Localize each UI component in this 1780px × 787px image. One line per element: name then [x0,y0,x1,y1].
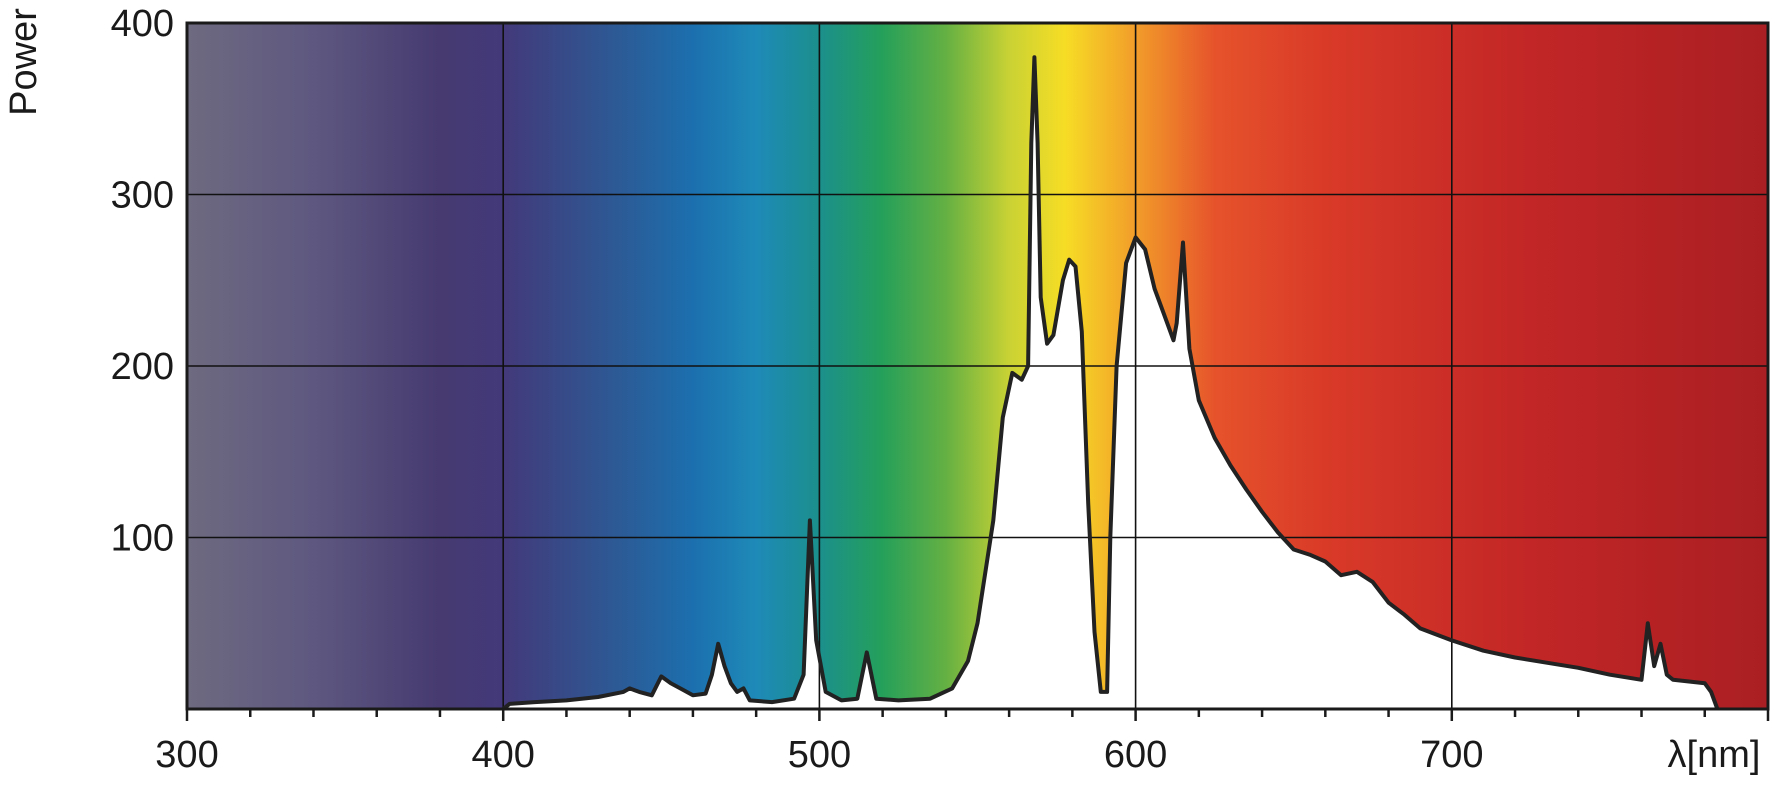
plot-frame [185,21,1770,711]
x-tick-label-500: 500 [788,734,851,776]
y-axis-label: Power [3,8,45,116]
x-tick-label-600: 600 [1104,734,1167,776]
y-tick-label-100: 100 [111,518,174,560]
y-tick-label-300: 300 [111,175,174,217]
grid-lines [187,23,1768,709]
spectral-power-curve [501,55,1720,711]
y-tick-label-200: 200 [111,346,174,388]
x-axis-label: λ[nm] [1668,734,1761,776]
x-tick-label-700: 700 [1420,734,1483,776]
x-tick-label-300: 300 [155,734,218,776]
x-tick-label-400: 400 [471,734,534,776]
y-axis-ticks: 100 200 300 400 [111,3,174,560]
x-axis-ticks: 300 400 500 600 700 [155,709,1770,776]
y-tick-label-400: 400 [111,3,174,45]
